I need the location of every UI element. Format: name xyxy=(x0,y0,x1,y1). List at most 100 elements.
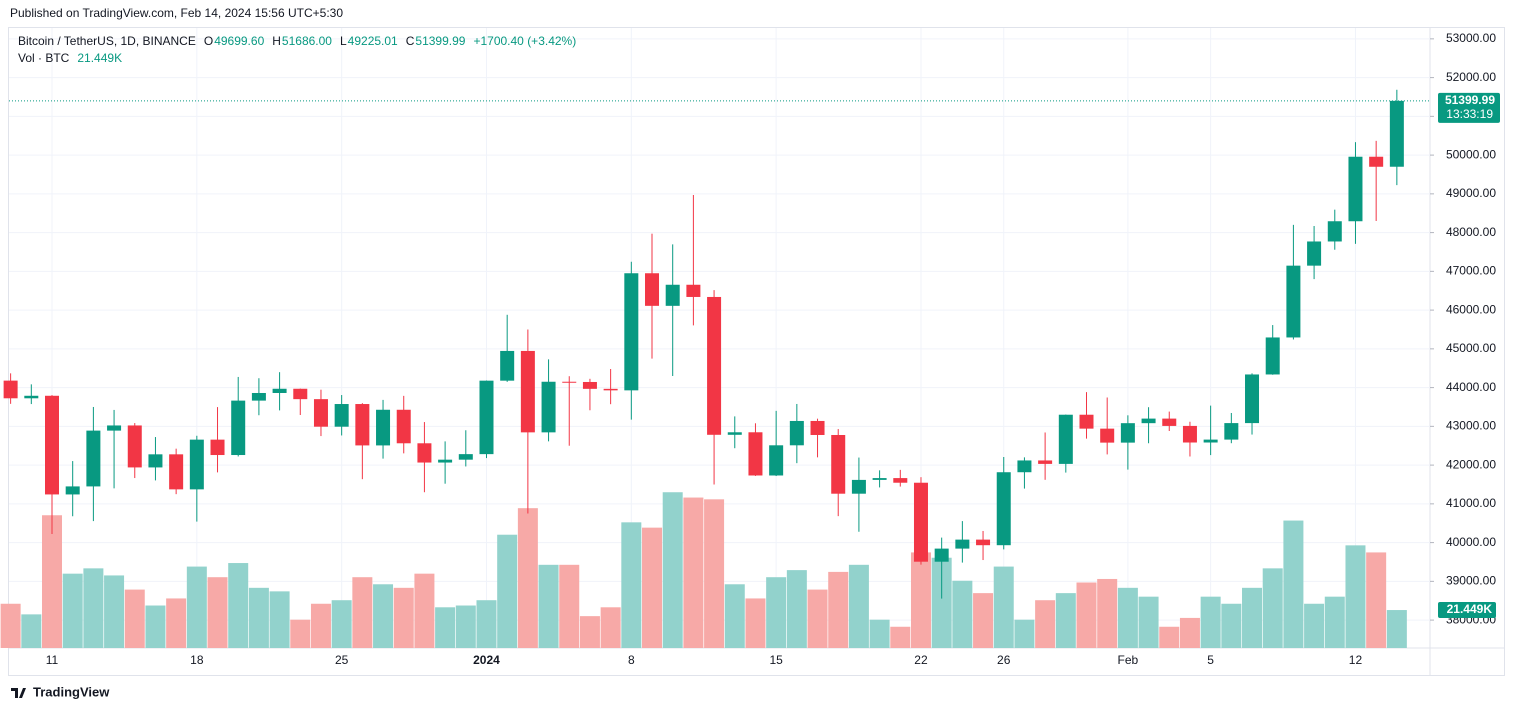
candle-body xyxy=(665,284,680,306)
volume-bar xyxy=(704,499,725,648)
candle-body xyxy=(520,350,535,433)
volume-bar xyxy=(207,577,228,648)
candle-body xyxy=(1203,439,1218,443)
last-price-badge xyxy=(1438,92,1500,123)
candle-body xyxy=(479,380,494,455)
volume-bar xyxy=(621,522,642,648)
volume-bar xyxy=(1324,596,1345,648)
volume-bar xyxy=(1035,600,1056,648)
candle-body xyxy=(417,443,432,463)
y-tick-label: 46000.00 xyxy=(1446,302,1496,316)
candle-body xyxy=(645,273,660,306)
volume-bar xyxy=(373,584,394,648)
volume-bar xyxy=(1097,578,1118,648)
legend-value: 49699.60 xyxy=(214,34,264,48)
candle-body xyxy=(1224,423,1239,440)
x-tick-label: 5 xyxy=(1207,653,1214,667)
candle-body xyxy=(1038,460,1053,464)
volume-bar xyxy=(1200,596,1221,648)
candle-body xyxy=(189,439,204,490)
x-tick-label: 26 xyxy=(997,653,1011,667)
footer-brand: TradingView xyxy=(33,684,110,699)
candle-body xyxy=(976,539,991,546)
candle-body xyxy=(707,296,722,435)
volume-bar xyxy=(538,564,559,648)
volume-bar xyxy=(559,564,580,648)
candle-body xyxy=(3,380,18,399)
x-tick-label: 15 xyxy=(769,653,783,667)
volume-bar xyxy=(931,557,952,648)
volume-bar xyxy=(352,577,373,648)
candle-body xyxy=(251,392,266,401)
chart-frame xyxy=(8,27,1505,676)
volume-bar xyxy=(42,515,62,648)
candle-body xyxy=(1141,418,1156,424)
y-tick-label: 53000.00 xyxy=(1446,31,1496,45)
volume-bar xyxy=(579,616,600,648)
candle-body xyxy=(541,381,556,433)
volume-badge xyxy=(1438,602,1496,619)
candle-body xyxy=(1162,418,1177,426)
volume-bar xyxy=(786,570,807,648)
volume-bar xyxy=(1138,596,1159,648)
volume-bar xyxy=(21,614,42,648)
candle-body xyxy=(396,409,411,444)
last-price-label: 51399.99 xyxy=(1445,93,1495,107)
legend-symbol: Bitcoin / TetherUS, 1D, BINANCE xyxy=(18,34,196,48)
volume-bar xyxy=(1117,587,1138,648)
volume-bar xyxy=(310,603,331,648)
volume-bar xyxy=(1076,582,1097,648)
candle-body xyxy=(231,400,246,456)
candle-body xyxy=(210,439,225,456)
volume-bar xyxy=(166,598,187,648)
candle-body xyxy=(1307,241,1322,266)
x-tick-label: Feb xyxy=(1118,653,1139,667)
candle-body xyxy=(810,420,825,435)
candle-body xyxy=(872,478,887,480)
candle-body xyxy=(582,381,597,389)
volume-bar xyxy=(1304,603,1325,648)
candle-body xyxy=(169,454,184,490)
y-tick-label: 41000.00 xyxy=(1446,496,1496,510)
x-tick-label: 18 xyxy=(190,653,204,667)
volume-bar xyxy=(1283,520,1304,648)
y-tick-label: 45000.00 xyxy=(1446,341,1496,355)
candle-body xyxy=(1327,221,1342,242)
candle-body xyxy=(1182,425,1197,443)
candle-body xyxy=(996,472,1011,546)
volume-badge-label: 21.449K xyxy=(1447,602,1493,616)
volume-bar xyxy=(145,605,166,648)
legend-value: 49225.01 xyxy=(348,34,398,48)
volume-bar xyxy=(435,607,456,648)
candle-body xyxy=(1389,100,1404,167)
volume-name: Vol · BTC xyxy=(18,51,70,65)
candle-body xyxy=(562,381,577,383)
volume-pane xyxy=(0,492,1407,648)
volume-bar xyxy=(455,605,476,648)
volume-bar xyxy=(248,587,269,648)
volume-bar xyxy=(745,598,766,648)
volume-bar xyxy=(1055,593,1076,648)
volume-bar xyxy=(766,577,787,648)
volume-bar xyxy=(1366,552,1387,648)
x-tick-label: 8 xyxy=(628,653,635,667)
candle-body xyxy=(1079,414,1094,429)
candle-body xyxy=(769,445,784,476)
volume-bar xyxy=(973,593,994,648)
legend-change: +1700.40 (+3.42%) xyxy=(473,34,576,48)
candle-body xyxy=(500,350,515,381)
candle-body xyxy=(1369,156,1384,167)
candle-body xyxy=(1286,265,1301,338)
volume-bar xyxy=(910,552,931,648)
volume-bar xyxy=(83,568,104,648)
volume-bar xyxy=(1242,587,1263,648)
logo-mark xyxy=(11,688,26,698)
volume-bar xyxy=(952,580,973,648)
candle-body xyxy=(148,454,163,468)
logo: TradingView xyxy=(11,684,110,699)
x-tick-label: 25 xyxy=(335,653,349,667)
y-tick-label: 52000.00 xyxy=(1446,70,1496,84)
candle-body xyxy=(1100,428,1115,443)
candle-body xyxy=(45,395,59,495)
